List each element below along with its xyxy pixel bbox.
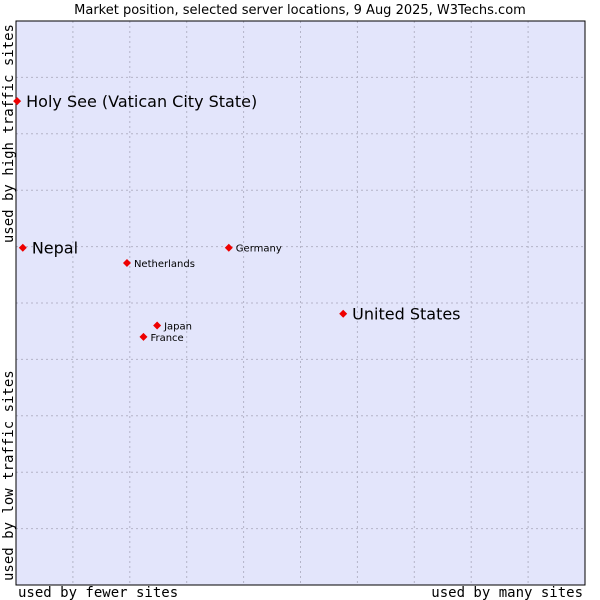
- label-united-states: United States: [352, 305, 460, 324]
- x-axis-label-right: used by many sites: [431, 585, 583, 600]
- label-germany: Germany: [236, 244, 282, 255]
- label-holy-see-vatican-city-state: Holy See (Vatican City State): [26, 92, 257, 111]
- marker-germany: [224, 243, 233, 252]
- chart-title: Market position, selected server locatio…: [74, 3, 526, 18]
- marker-netherlands: [122, 258, 131, 267]
- marker-france: [139, 332, 148, 341]
- plot-border: [15, 20, 586, 586]
- label-nepal: Nepal: [32, 239, 78, 258]
- y-axis-label-top: used by high traffic sites: [1, 24, 17, 243]
- x-axis-label-left: used by fewer sites: [18, 585, 178, 600]
- y-axis-label-bottom: used by low traffic sites: [1, 370, 17, 581]
- label-japan: Japan: [163, 322, 192, 333]
- marker-united-states: [339, 309, 348, 318]
- marker-nepal: [18, 243, 27, 252]
- label-netherlands: Netherlands: [134, 259, 195, 270]
- grid-lines: [16, 21, 585, 585]
- label-france: France: [150, 333, 183, 344]
- marker-holy-see-vatican-city-state: [13, 97, 22, 106]
- data-points: Holy See (Vatican City State) Nepal United…: [13, 92, 461, 344]
- marker-japan: [153, 321, 162, 330]
